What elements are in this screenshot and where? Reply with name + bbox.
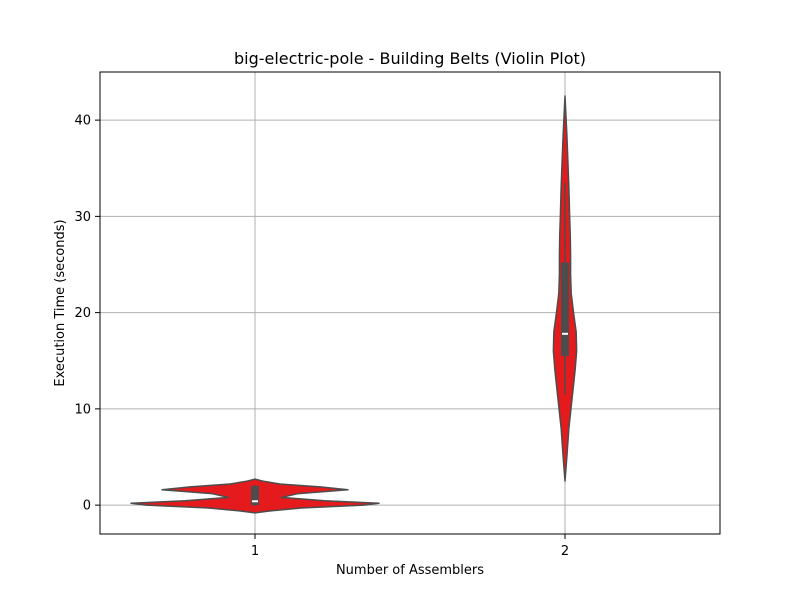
y-tick-label-2: 20 bbox=[74, 306, 91, 321]
y-tick-label-4: 40 bbox=[74, 114, 91, 129]
axes: 0 10 20 30 40 1 2 bbox=[74, 114, 569, 559]
chart-title: big-electric-pole - Building Belts (Viol… bbox=[234, 49, 586, 68]
violins bbox=[130, 95, 578, 514]
y-tick-label-0: 0 bbox=[83, 499, 91, 514]
x-tick-label-1: 2 bbox=[561, 544, 569, 559]
y-tick-label-1: 10 bbox=[74, 402, 91, 417]
plot-frame bbox=[99, 71, 721, 535]
y-axis-label: Execution Time (seconds) bbox=[53, 219, 68, 386]
iqr-box-1 bbox=[251, 485, 259, 506]
x-tick-label-0: 1 bbox=[251, 544, 259, 559]
y-tick-label-3: 30 bbox=[74, 210, 91, 225]
iqr-box-2 bbox=[561, 262, 569, 356]
x-axis-label: Number of Assemblers bbox=[336, 563, 484, 578]
